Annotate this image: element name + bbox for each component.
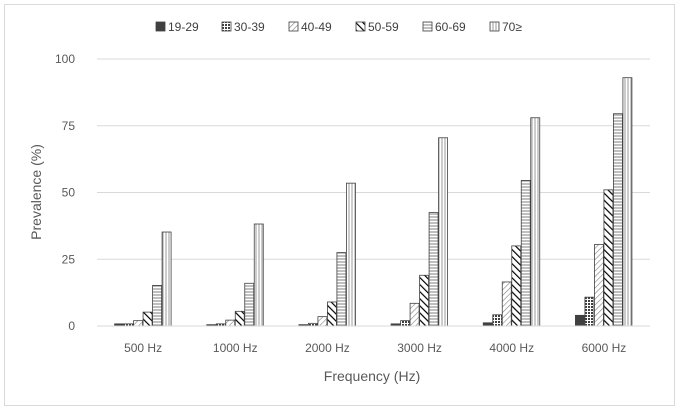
bar-4049-0 [133,320,143,327]
bar-4049-2 [317,316,328,327]
x-tick-label: 4000 Hz [489,341,534,355]
bar-4049-4 [501,281,512,327]
legend-swatch [489,21,500,32]
legend-label: 30-39 [234,20,265,34]
bar-70-1 [253,223,264,327]
legend-swatch [422,21,433,32]
bar-5059-3 [419,274,429,327]
legend-swatch [355,21,366,32]
legend-swatch [221,21,232,32]
grid-lines [97,58,650,260]
bar-70-3 [438,137,448,327]
legend-label: 70≥ [502,20,522,34]
bar-3039-5 [584,296,595,327]
bar-3039-3 [400,320,410,327]
bar-5059-4 [511,245,522,327]
bar-70-2 [346,182,356,327]
bar-5059-2 [327,301,337,327]
x-tick-label: 6000 Hz [582,341,627,355]
legend-label: 19-29 [168,20,199,34]
y-tick-label: 25 [62,252,76,266]
axes: 0 25 50 75 100 500 Hz 1000 Hz 2000 Hz 3000 Hz 400… [55,52,650,355]
legend-label: 60-69 [435,20,466,34]
bar-3039-4 [492,314,503,327]
bar-70-0 [161,231,172,327]
y-tick-label: 50 [62,186,76,200]
x-tick-label: 2000 Hz [305,341,350,355]
bar-70-4 [530,117,541,327]
legend-label: 40-49 [301,20,332,34]
bar-5059-0 [142,311,153,327]
y-tick-label: 0 [68,319,75,333]
y-axis-title: Prevalence (%) [28,144,44,240]
bar-6069-2 [336,252,347,327]
bar-1929-5 [575,314,585,327]
x-tick-label: 500 Hz [124,341,162,355]
bar-5059-5 [603,189,614,327]
legend: 19-29 30-39 40-49 50-59 60-69 70≥ [155,20,522,34]
x-tick-label: 1000 Hz [213,341,258,355]
bar-4049-1 [225,319,236,327]
bar-70-5 [622,77,633,327]
legend-swatch [288,21,299,32]
legend-swatch [155,21,166,32]
x-tick-label: 3000 Hz [397,341,442,355]
chart-frame [4,4,675,406]
legend-label: 50-59 [368,20,399,34]
bar-4049-5 [594,244,604,327]
y-tick-label: 75 [62,119,76,133]
y-tick-label: 100 [55,52,75,66]
x-axis-title: Frequency (Hz) [324,368,420,384]
bar-6069-5 [613,113,623,327]
bar-4049-3 [409,302,420,327]
bar-6069-3 [428,212,439,327]
bar-5059-1 [234,310,245,327]
bar-6069-1 [244,282,255,327]
bar-6069-0 [152,285,162,327]
bars [114,77,633,327]
bar-6069-4 [520,180,531,327]
